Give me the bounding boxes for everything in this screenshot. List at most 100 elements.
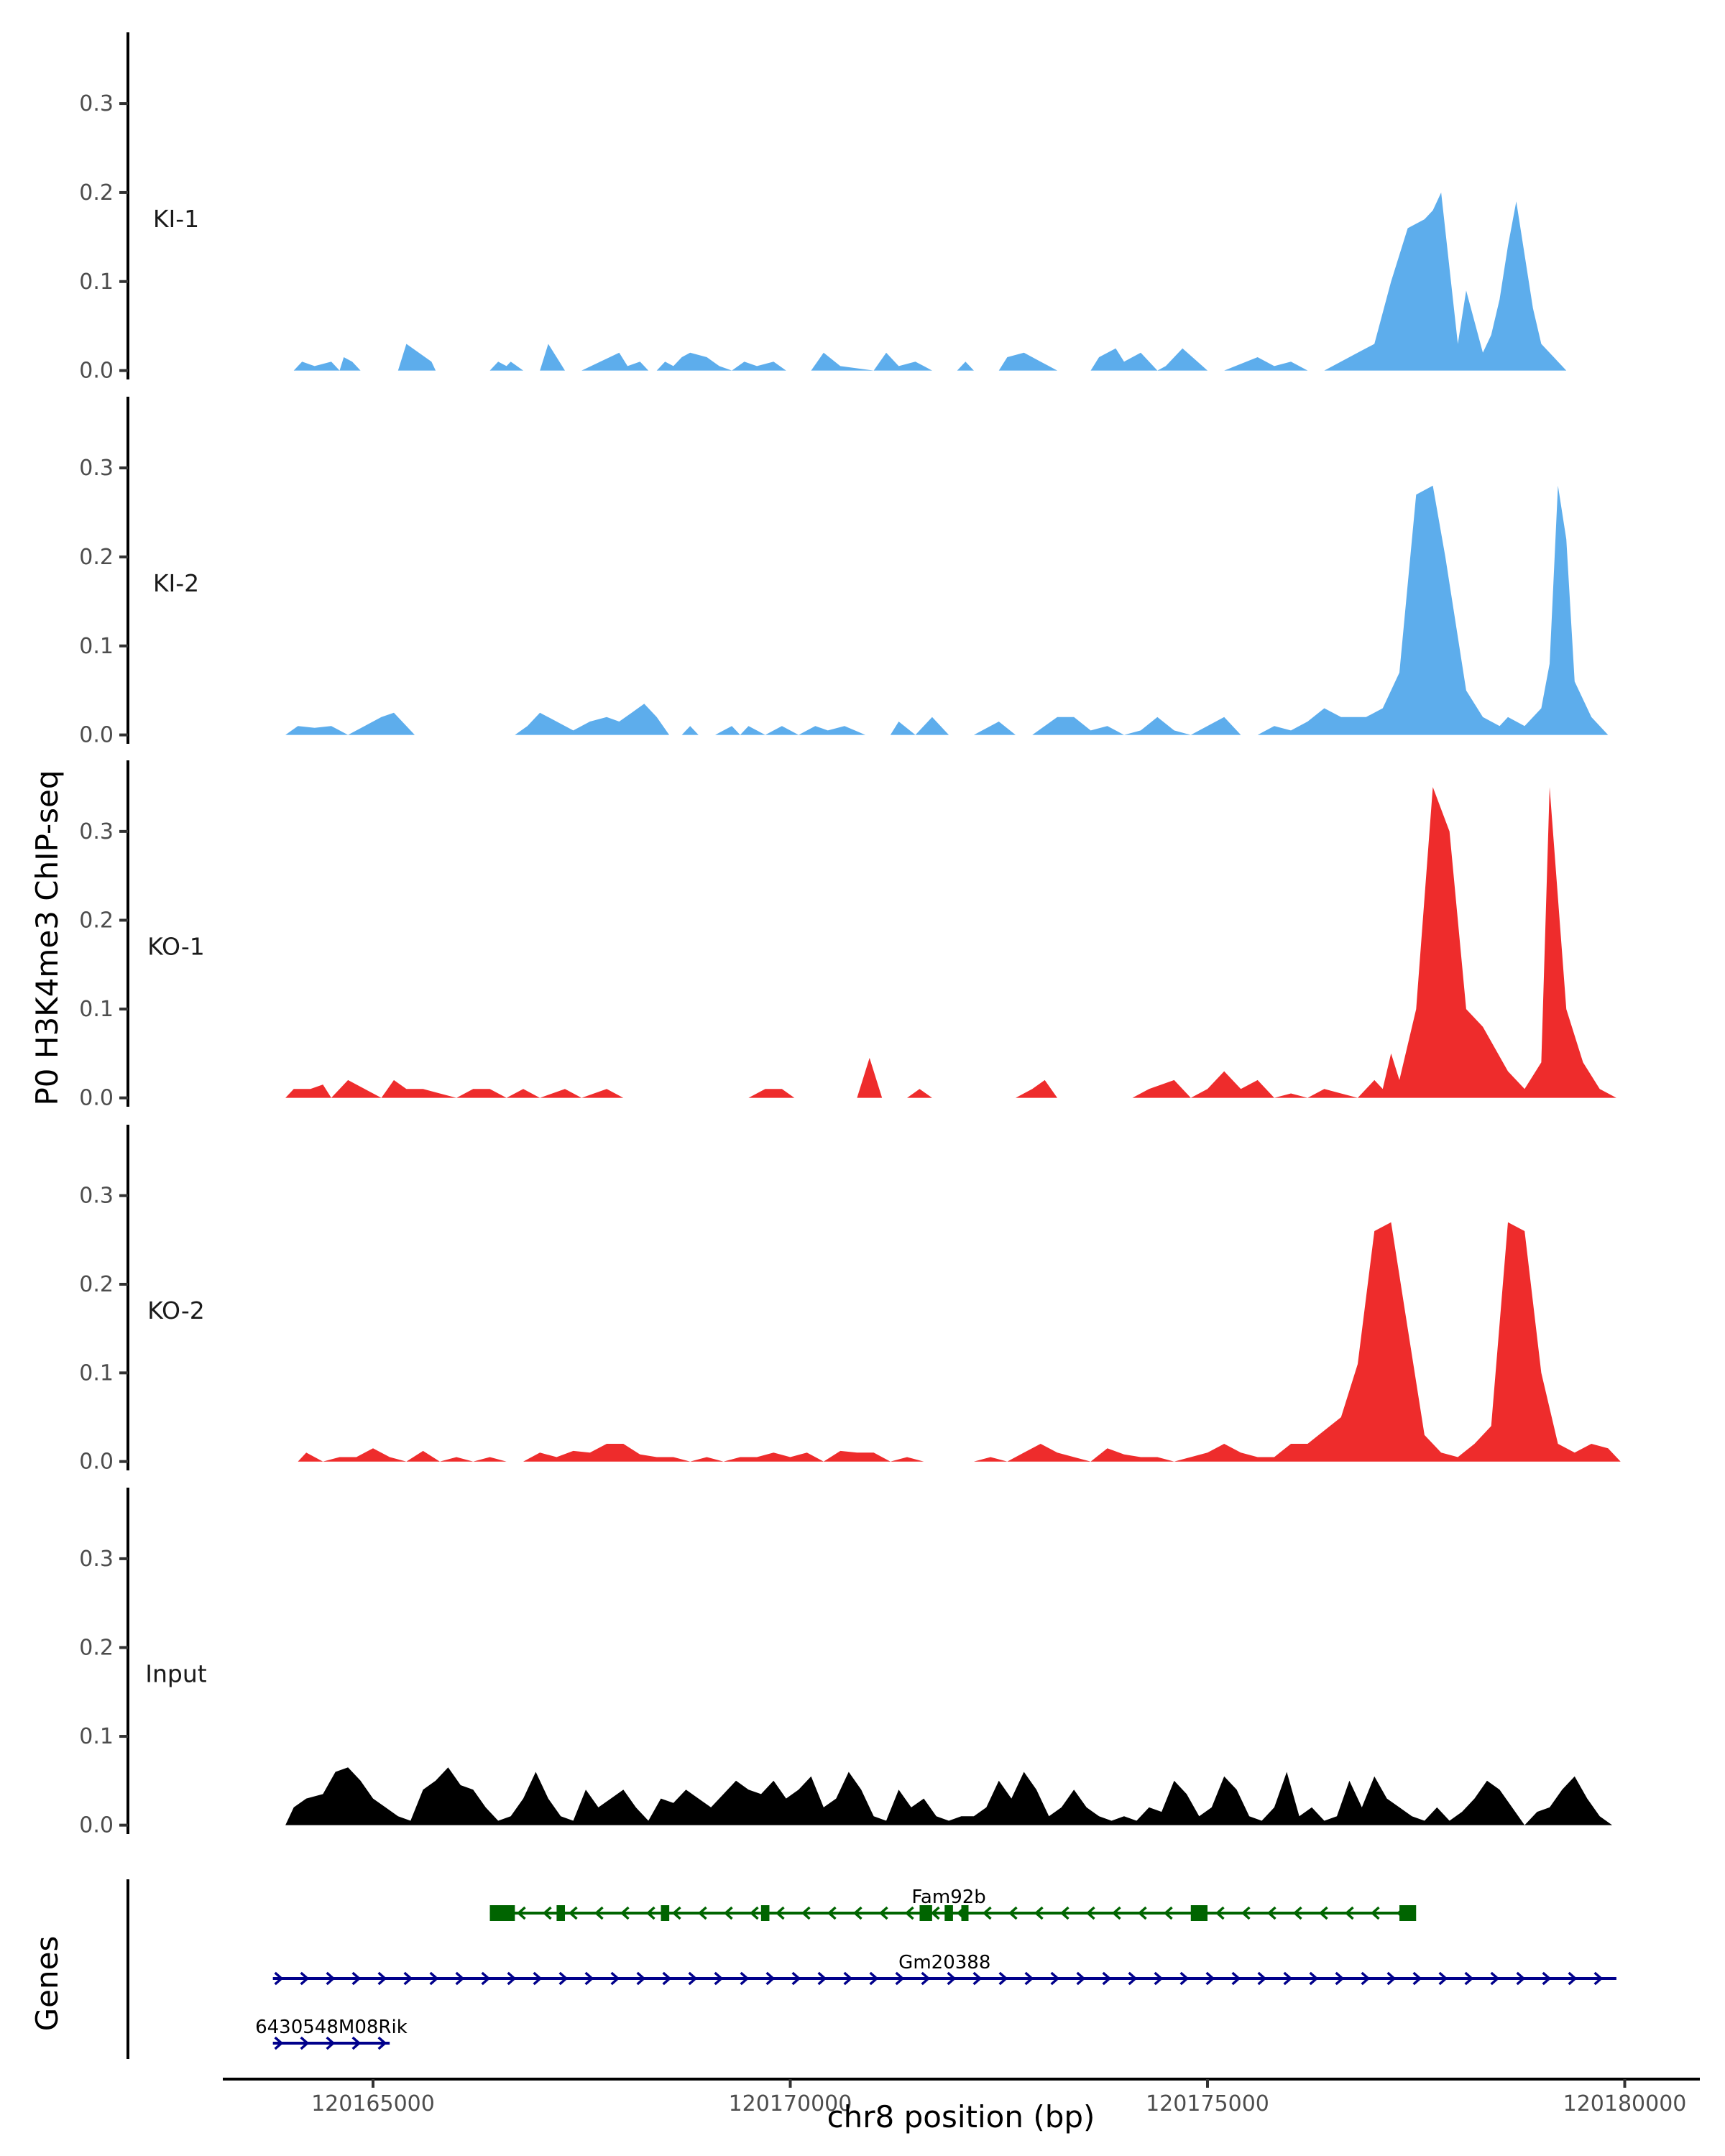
strand-arrow [775,1906,785,1920]
strand-arrow [1076,1971,1086,1986]
y-tick-label: 0.3 [79,456,114,481]
strand-arrow [1024,1971,1034,1986]
strand-arrow [921,1971,931,1986]
strand-arrow [351,2036,362,2050]
track-label: KO-2 [147,1296,205,1325]
y-tick-label: 0.1 [79,997,114,1022]
strand-arrow [998,1971,1008,1986]
x-tick-label: 120170000 [729,2091,852,2116]
strand-arrow [620,1906,630,1920]
y-tick-label: 0.2 [79,545,114,570]
strand-arrow [1266,1906,1276,1920]
y-tick-label: 0.3 [79,1547,114,1572]
strand-arrow [1128,1971,1138,1986]
strand-arrow [516,1906,526,1920]
track-ki-1: 0.0 0.1 0.2 0.3 KI-1 [79,32,1609,384]
strand-arrow [1438,1971,1448,1986]
strand-arrow [1257,1971,1267,1986]
strand-arrow [749,1906,759,1920]
track-label: KO-1 [147,933,205,961]
strand-arrow [1163,1906,1173,1920]
y-tick-label: 0.0 [79,1450,114,1475]
strand-arrow [455,1971,465,1986]
strand-arrow [645,1906,656,1920]
strand-arrow [982,1906,992,1920]
strand-arrow [723,1906,733,1920]
strand-arrow [1059,1906,1070,1920]
track-label: KI-1 [153,205,199,233]
strand-arrow [1542,1971,1552,1986]
strand-arrow [791,1971,801,1986]
y-tick-label: 0.2 [79,1272,114,1297]
strand-arrow [1008,1906,1018,1920]
strand-arrow [765,1971,776,1986]
strand-arrow [274,2036,284,2050]
strand-arrow [1154,1971,1164,1986]
strand-arrow [1283,1971,1293,1986]
strand-arrow [542,1906,552,1920]
strand-arrow [1137,1906,1147,1920]
track-ko-2: 0.0 0.1 0.2 0.3 KO-2 [79,1125,1621,1475]
y-tick-label: 0.2 [79,908,114,933]
strand-arrow [351,1971,362,1986]
strand-arrow [697,1906,707,1920]
genes-axis-title: Genes [29,1936,65,2032]
strand-arrow [1215,1906,1225,1920]
gene-label: Gm20388 [898,1952,990,1973]
x-tick-label: 120180000 [1563,2091,1687,2116]
signal-area-ki-1 [293,192,1609,371]
signal-area-ko-2 [298,1222,1621,1462]
strand-arrow [671,1906,681,1920]
strand-arrow [1111,1906,1121,1920]
signal-tracks: 0.00.10.20.3KI-10.00.10.20.3KI-20.00.10.… [79,32,1621,1838]
track-input: 0.0 0.1 0.2 0.3 Input [79,1488,1613,1838]
exon [661,1905,670,1921]
exon [961,1905,969,1921]
signal-area-input [285,1767,1613,1825]
y-axis-title: P0 H3K4me3 ChIP-seq [29,770,65,1105]
strand-arrow [636,1971,646,1986]
y-tick-label: 0.1 [79,1724,114,1749]
strand-arrow [972,1971,983,1986]
strand-arrow [507,1971,517,1986]
exon [760,1905,770,1921]
strand-arrow [594,1906,604,1920]
strand-arrow [1490,1971,1500,1986]
strand-arrow [1318,1906,1328,1920]
x-tick-label: 120165000 [311,2091,435,2116]
strand-arrow [817,1971,827,1986]
strand-arrow [1102,1971,1112,1986]
track-ko-1: 0.0 0.1 0.2 0.3 KO-1 [79,760,1616,1111]
strand-arrow [1386,1971,1397,1986]
gene-fam92b: Fam92b [489,1886,1417,1921]
strand-arrow [1412,1971,1422,1986]
strand-arrow [429,1971,439,1986]
strand-arrow [558,1971,569,1986]
strand-arrow [584,1971,594,1986]
x-axis: 120165000 120170000 120175000 120180000 [223,2078,1700,2116]
strand-arrow [1593,1971,1604,1986]
x-axis-title: chr8 position (bp) [827,2099,1095,2134]
strand-arrow [300,2036,310,2050]
strand-arrow [930,1906,940,1920]
strand-arrow [843,1971,853,1986]
strand-arrow [904,1906,914,1920]
strand-arrow [1370,1906,1380,1920]
strand-arrow [1034,1906,1044,1920]
strand-arrow [1085,1906,1095,1920]
y-tick-label: 0.1 [79,1360,114,1386]
y-tick-label: 0.3 [79,1184,114,1209]
strand-arrow [326,2036,336,2050]
strand-arrow [1516,1971,1526,1986]
strand-arrow [403,1971,413,1986]
strand-arrow [852,1906,862,1920]
signal-area-ko-1 [285,787,1616,1098]
x-tick-label: 120175000 [1146,2091,1269,2116]
gene-label: 6430548M08Rik [255,2017,408,2038]
strand-arrow [1568,1971,1578,1986]
strand-arrow [714,1971,724,1986]
strand-arrow [662,1971,672,1986]
exon [1190,1905,1208,1921]
y-tick-label: 0.2 [79,1635,114,1660]
